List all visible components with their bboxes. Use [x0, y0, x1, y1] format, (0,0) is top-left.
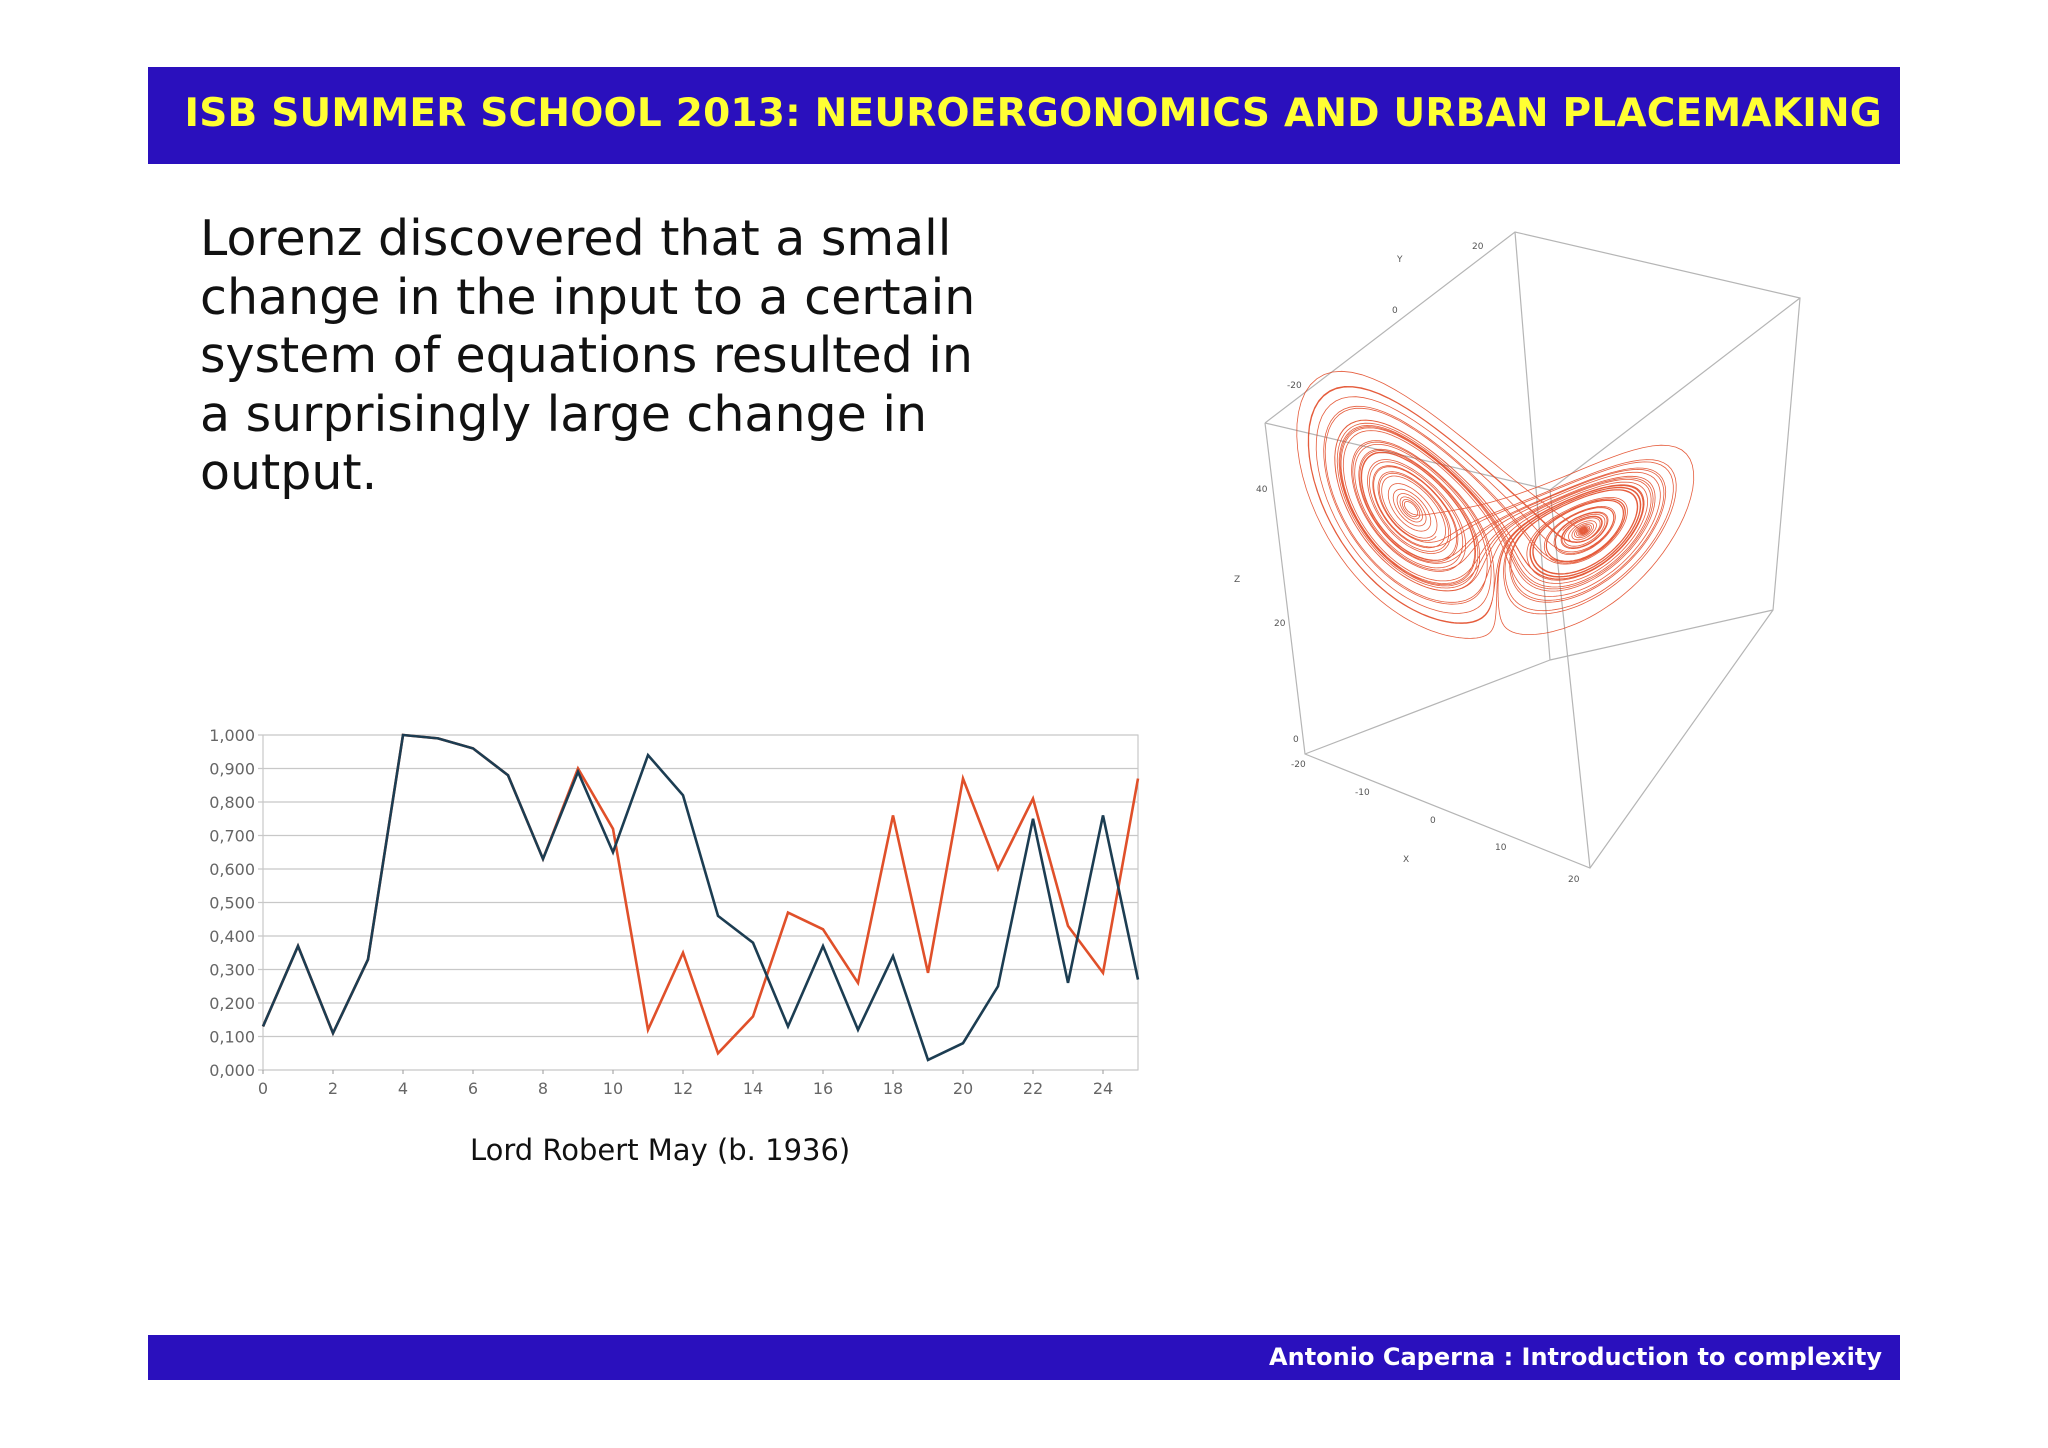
y-tick-label: 1,000 [209, 726, 255, 745]
lorenz-z-tick: 20 [1274, 619, 1286, 629]
x-tick-label: 10 [603, 1079, 623, 1098]
lorenz-x-tick: -10 [1355, 788, 1370, 798]
x-tick-label: 12 [673, 1079, 693, 1098]
x-tick-label: 24 [1093, 1079, 1113, 1098]
body-line: change in the input to a certain [200, 268, 976, 326]
footer-author-text: Antonio Caperna : Introduction to comple… [1269, 1343, 1882, 1371]
series-line-1 [261, 733, 1140, 1062]
chart-caption: Lord Robert May (b. 1936) [470, 1133, 851, 1167]
lorenz-z-tick: 0 [1293, 735, 1299, 745]
lorenz-z-tick: 40 [1256, 485, 1268, 495]
lorenz-y-tick: -20 [1287, 381, 1302, 391]
lorenz-attractor-curve [1296, 370, 1695, 639]
y-tick-label: 0,900 [209, 760, 255, 779]
lorenz-y-tick: 0 [1392, 306, 1398, 316]
slide-header-title: ISB SUMMER SCHOOL 2013: NEUROERGONOMICS … [184, 91, 1882, 136]
y-tick-label: 0,800 [209, 793, 255, 812]
y-tick-label: 0,500 [209, 894, 255, 913]
footer-bar: Antonio Caperna : Introduction to comple… [148, 1335, 1900, 1380]
body-paragraph: Lorenz discovered that a small change in… [200, 210, 1000, 503]
x-tick-label: 18 [883, 1079, 903, 1098]
y-tick-label: 0,000 [209, 1061, 255, 1080]
y-tick-label: 0,600 [209, 860, 255, 879]
lorenz-attractor-figure: Y 20 0 -20 40 20 0 Z -20 -10 0 10 20 X [1225, 220, 1845, 900]
chart-svg: 0,000 0,100 0,200 0,300 0,400 0,500 0,600 0,700… [209, 726, 1140, 1098]
y-tick-label: 0,400 [209, 927, 255, 946]
lorenz-z-axis-label: Z [1234, 575, 1240, 585]
header-bar: ISB SUMMER SCHOOL 2013: NEUROERGONOMICS … [148, 67, 1900, 164]
x-tick-label: 8 [538, 1079, 548, 1098]
x-tick-label: 6 [468, 1079, 478, 1098]
y-tick-label: 0,100 [209, 1028, 255, 1047]
x-tick-label: 14 [743, 1079, 763, 1098]
lorenz-x-tick: 20 [1568, 875, 1580, 885]
x-tick-label: 0 [258, 1079, 268, 1098]
body-line: system of equations resulted in [200, 327, 973, 384]
x-tick-label: 4 [398, 1079, 408, 1098]
body-line: a surprisingly large change in [200, 385, 928, 443]
x-tick-label: 20 [953, 1079, 973, 1098]
y-tick-label: 0,300 [209, 961, 255, 980]
lorenz-y-tick: 20 [1472, 242, 1484, 252]
x-tick-label: 16 [813, 1079, 833, 1098]
lorenz-axis-labels: Y 20 0 -20 40 20 0 Z -20 -10 0 10 20 X [1234, 242, 1580, 885]
y-tick-label: 0,700 [209, 827, 255, 846]
lorenz-x-tick: -20 [1291, 760, 1306, 770]
x-tick-label: 22 [1023, 1079, 1043, 1098]
body-line: Lorenz discovered that a small [200, 210, 952, 267]
lorenz-attractor-svg: Y 20 0 -20 40 20 0 Z -20 -10 0 10 20 X [1234, 231, 1801, 885]
x-tick-label: 2 [328, 1079, 338, 1098]
logistic-map-chart: 0,000 0,100 0,200 0,300 0,400 0,500 0,600 0,700… [195, 720, 1155, 1110]
attractor-trajectory [1296, 370, 1695, 639]
body-line: output. [200, 444, 378, 501]
lorenz-x-tick: 10 [1495, 843, 1507, 853]
lorenz-box [1264, 231, 1801, 869]
y-tick-label: 0,200 [209, 994, 255, 1013]
lorenz-y-axis-label: Y [1396, 255, 1403, 265]
lorenz-x-axis-label: X [1403, 855, 1409, 865]
lorenz-x-tick: 0 [1430, 816, 1436, 826]
